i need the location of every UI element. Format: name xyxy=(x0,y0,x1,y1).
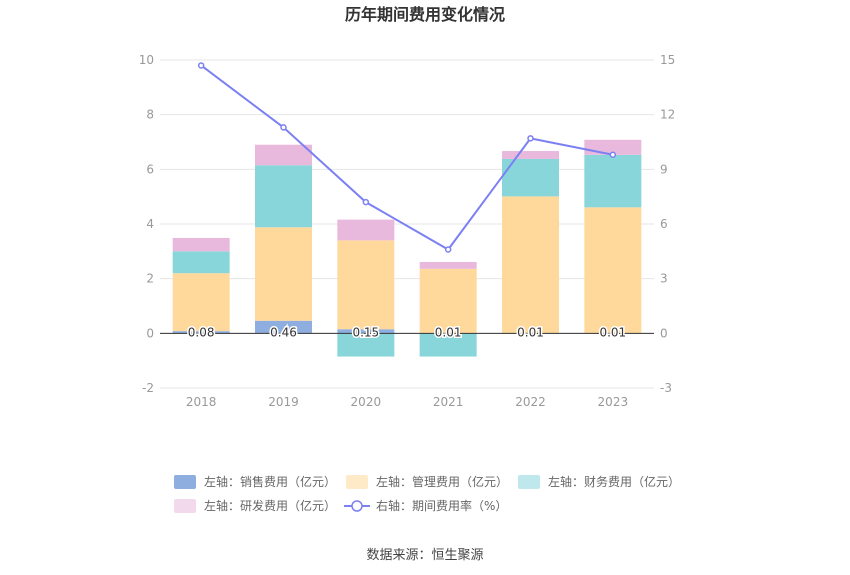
x-axis-ticks: 2018 2019 2020 2021 2022 2023 xyxy=(186,395,628,409)
left-tick-label: 0 xyxy=(146,326,154,340)
bar-value-label: 0.01 xyxy=(517,325,544,339)
bar-segment xyxy=(337,333,395,357)
bar-segment xyxy=(255,165,312,228)
legend-label: 左轴：财务费用（亿元） xyxy=(548,474,680,489)
bar-labels: 0.08 0.46 0.15 0.01 0.01 0.01 xyxy=(186,324,627,341)
bar-segment xyxy=(172,331,230,334)
right-tick-label: 12 xyxy=(660,108,675,122)
legend-label: 右轴：期间费用率（%） xyxy=(376,498,507,513)
left-axis-ticks: -2 0 2 4 6 8 10 xyxy=(139,53,154,395)
bar-segment xyxy=(337,240,395,330)
chart-title: 历年期间费用变化情况 xyxy=(345,5,505,24)
left-tick-label: 6 xyxy=(146,162,154,176)
x-tick-label: 2019 xyxy=(268,395,299,409)
legend-swatch xyxy=(518,475,540,489)
left-tick-label: 2 xyxy=(146,272,154,286)
right-tick-label: 6 xyxy=(660,217,668,231)
bar-segment xyxy=(255,227,312,321)
bar-segment xyxy=(419,333,477,357)
x-tick-label: 2020 xyxy=(351,395,382,409)
left-tick-label: 4 xyxy=(146,217,154,231)
rate-point xyxy=(280,124,287,131)
bar-segment xyxy=(172,251,230,274)
right-axis-ticks: -3 0 3 6 9 12 15 xyxy=(660,53,675,395)
bar-segment xyxy=(255,320,312,334)
bar-value-label: 0.01 xyxy=(435,325,462,339)
rate-point xyxy=(527,135,534,142)
rate-point xyxy=(197,62,205,69)
x-tick-label: 2021 xyxy=(433,395,464,409)
bar-segment xyxy=(337,219,395,241)
rate-line xyxy=(200,64,614,251)
left-tick-label: 8 xyxy=(146,108,154,122)
bar-segment xyxy=(584,154,642,208)
bar-value-label: 0.15 xyxy=(352,325,379,339)
bar-segment xyxy=(419,261,477,269)
bar-segment xyxy=(172,237,230,252)
legend-marker xyxy=(351,500,363,512)
left-tick-label: -2 xyxy=(142,381,154,395)
right-tick-label: 0 xyxy=(660,326,668,340)
right-tick-label: -3 xyxy=(660,381,672,395)
bar-segment xyxy=(337,329,395,334)
right-tick-label: 15 xyxy=(660,53,675,67)
x-tick-label: 2018 xyxy=(186,395,217,409)
rate-point xyxy=(444,246,452,253)
legend-swatch xyxy=(174,475,196,489)
bar-segment xyxy=(255,144,312,166)
bar-segment xyxy=(419,268,477,334)
x-tick-label: 2022 xyxy=(515,395,546,409)
right-tick-label: 3 xyxy=(660,272,668,286)
bar-value-label: 0.46 xyxy=(270,325,297,339)
legend: 左轴：销售费用（亿元） 左轴：管理费用（亿元） 左轴：财务费用（亿元） 左轴：研发费用… xyxy=(174,474,680,513)
bar-value-label: 0.01 xyxy=(599,325,626,339)
rate-point xyxy=(609,151,617,159)
legend-swatch xyxy=(174,499,196,513)
x-tick-label: 2023 xyxy=(598,395,629,409)
source-note: 数据来源：恒生聚源 xyxy=(366,548,483,563)
right-tick-label: 9 xyxy=(660,162,668,176)
line-series xyxy=(197,62,617,253)
bar-value-label: 0.08 xyxy=(188,325,215,339)
left-tick-label: 10 xyxy=(139,53,154,67)
bar-segment xyxy=(502,151,559,159)
legend-swatch xyxy=(346,475,368,489)
legend-label: 左轴：管理费用（亿元） xyxy=(376,474,508,489)
bar-series xyxy=(172,139,642,357)
legend-label: 左轴：研发费用（亿元） xyxy=(204,498,336,513)
bar-segment xyxy=(172,273,230,332)
bar-segment xyxy=(502,196,559,334)
grid-lines xyxy=(160,59,654,389)
bar-segment xyxy=(584,207,642,334)
rate-point xyxy=(362,198,370,206)
legend-label: 左轴：销售费用（亿元） xyxy=(204,474,336,489)
